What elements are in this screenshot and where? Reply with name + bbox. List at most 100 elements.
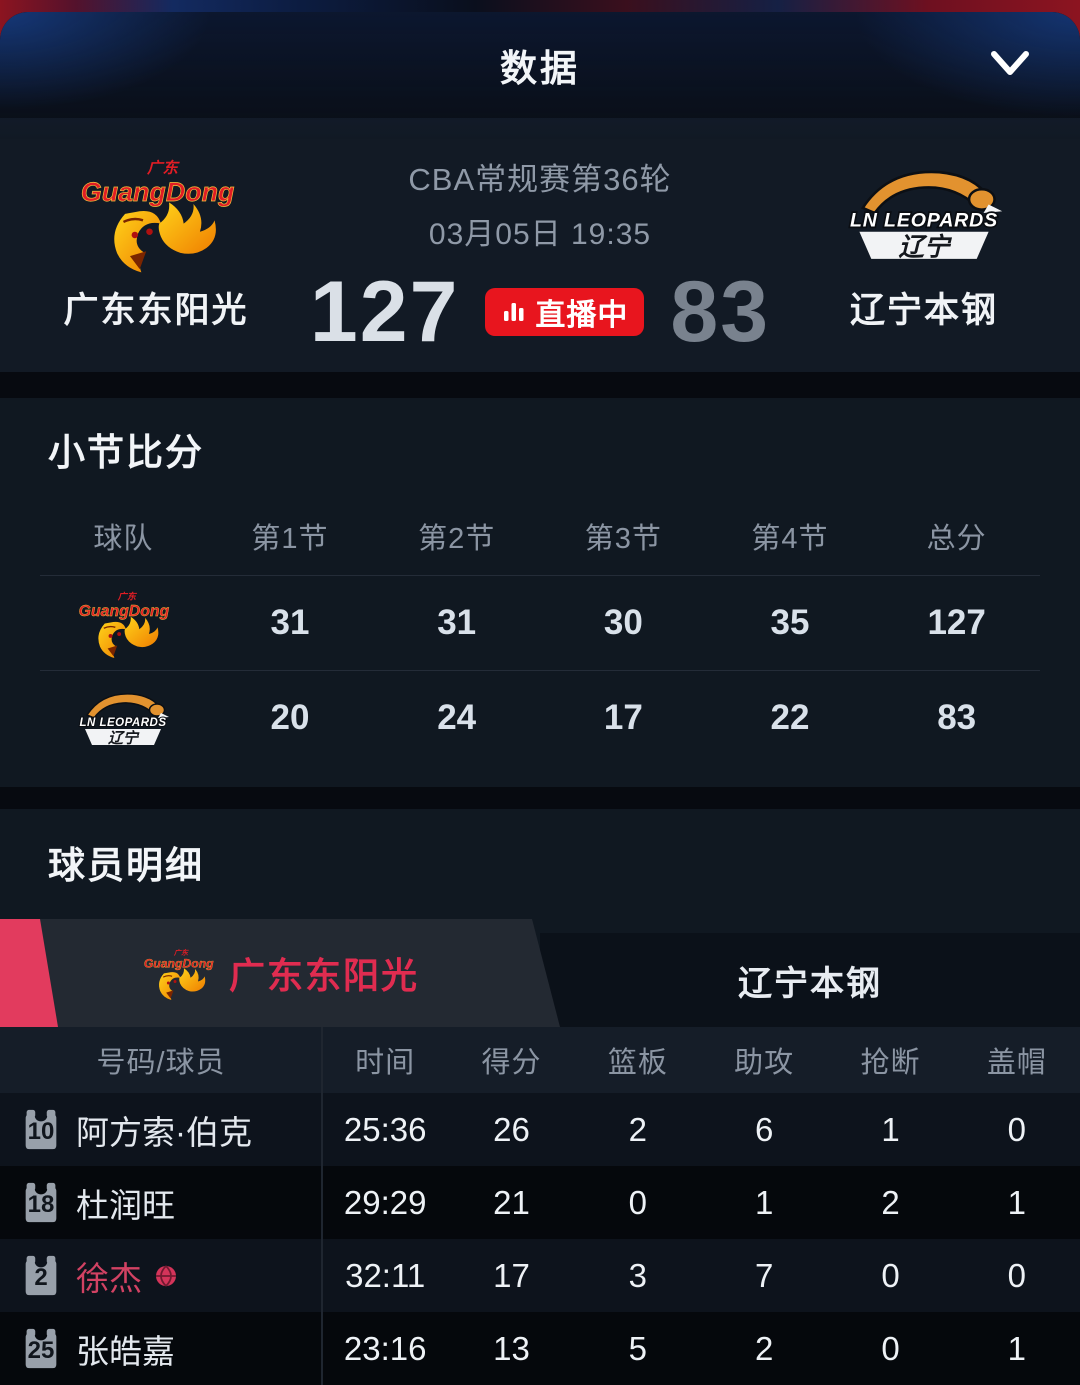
stat-time: 29:29 (343, 1183, 427, 1221)
col-team: 球队 (93, 523, 154, 556)
tab-away-label: 辽宁本钢 (738, 964, 882, 1003)
stat-assists: 1 (754, 1183, 774, 1221)
away-team-name: 辽宁本钢 (849, 291, 998, 331)
home-score: 127 (309, 264, 460, 361)
player-name: 徐杰 (76, 1259, 142, 1297)
total-score: 127 (927, 602, 986, 642)
quarter-scores-title: 小节比分 (48, 431, 204, 473)
total-score: 83 (937, 698, 977, 738)
tab-away-team[interactable]: 辽宁本钢 (540, 933, 1080, 1027)
col-total: 总分 (926, 523, 987, 556)
stat-assists: 6 (754, 1110, 774, 1148)
col-time: 时间 (355, 1047, 416, 1079)
jersey-number-badge: 18 (18, 1180, 64, 1226)
home-team-logo (71, 152, 241, 274)
stat-blocks: 0 (1007, 1256, 1026, 1294)
player-details-title: 球员明细 (48, 845, 204, 886)
q4-score: 22 (770, 698, 810, 738)
team-tabbar: 辽宁本钢 广东东阳光 (0, 919, 1080, 1027)
jersey-number-badge: 25 (18, 1326, 64, 1372)
player-cell: 18 杜润旺 (0, 1179, 322, 1227)
player-name: 杜润旺 (76, 1186, 175, 1224)
stat-points: 17 (493, 1256, 530, 1294)
stat-points: 26 (493, 1110, 530, 1148)
home-team-name: 广东东阳光 (63, 291, 249, 331)
player-row[interactable]: 2 徐杰 32:11 17 3 7 0 0 (0, 1239, 1080, 1312)
player-cell: 10 阿方索·伯克 (0, 1106, 322, 1154)
away-team-logo-small (73, 682, 173, 754)
player-name: 张皓嘉 (76, 1332, 175, 1370)
stat-steals: 0 (881, 1256, 900, 1294)
col-steals: 抢断 (860, 1047, 921, 1079)
col-number-player: 号码/球员 (96, 1047, 226, 1079)
section-divider (0, 371, 1080, 398)
q4-score: 35 (770, 602, 810, 642)
player-stats-table: 号码/球员 时间 得分 篮板 助攻 抢断 盖帽 10 阿方索·伯克 25:36 … (0, 1027, 1080, 1385)
q3-score: 30 (603, 602, 643, 642)
on-court-basketball-icon (154, 1264, 178, 1288)
away-score: 83 (670, 264, 771, 361)
col-points: 得分 (481, 1047, 542, 1079)
quarter-table-header: 球队 第1节 第2节 第3节 第4节 总分 (40, 498, 1040, 576)
player-name: 阿方索·伯克 (76, 1113, 252, 1151)
match-score-panel: 广东东阳光 CBA常规赛第36轮 03月05日 19:35 127 直播中 83… (0, 118, 1080, 372)
q1-score: 20 (270, 698, 310, 738)
player-cell: 2 徐杰 (0, 1252, 322, 1300)
q2-score: 24 (437, 698, 477, 738)
player-details-section: 球员明细 辽宁本钢 广东东阳光 号码/球员 时间 得分 篮板 助攻 抢断 盖帽 (0, 809, 1080, 1385)
team-cell (40, 587, 207, 659)
live-badge-label: 直播中 (535, 299, 629, 333)
jersey-number: 10 (27, 1117, 55, 1145)
col-q1: 第1节 (251, 523, 329, 556)
home-team-logo-tab (141, 945, 215, 1001)
match-info-block: CBA常规赛第36轮 03月05日 19:35 127 直播中 83 (286, 118, 794, 372)
quarter-scores-table: 球队 第1节 第2节 第3节 第4节 总分 31 31 30 35 127 (40, 498, 1040, 766)
jersey-number: 25 (27, 1336, 55, 1364)
quarter-scores-section: 小节比分 球队 第1节 第2节 第3节 第4节 总分 31 31 30 35 1… (0, 397, 1080, 788)
score-row: 127 直播中 83 (310, 269, 770, 355)
player-table-header: 号码/球员 时间 得分 篮板 助攻 抢断 盖帽 (0, 1027, 1080, 1093)
stat-assists: 7 (754, 1256, 774, 1294)
stat-rebounds: 3 (628, 1256, 647, 1294)
stat-rebounds: 5 (628, 1329, 647, 1367)
tab-home-team[interactable]: 广东东阳光 (0, 919, 560, 1027)
home-team-logo-small (73, 587, 173, 659)
live-badge[interactable]: 直播中 (485, 288, 645, 337)
player-row[interactable]: 25 张皓嘉 23:16 13 5 2 0 1 (0, 1312, 1080, 1385)
sheet-header-bar: 数据 (0, 12, 1080, 118)
stats-sheet[interactable]: 数据 广东东阳光 CBA常规赛第36轮 03月05日 19:35 127 直播中… (0, 12, 1080, 1385)
stat-rebounds: 0 (628, 1183, 647, 1221)
chevron-down-icon (988, 46, 1032, 80)
away-team-block: 辽宁本钢 (794, 118, 1054, 372)
home-team-block: 广东东阳光 (26, 118, 286, 372)
stat-blocks: 0 (1007, 1110, 1026, 1148)
player-row[interactable]: 10 阿方索·伯克 25:36 26 2 6 1 0 (0, 1093, 1080, 1166)
quarter-row-home: 31 31 30 35 127 (40, 576, 1040, 671)
col-q3: 第3节 (584, 523, 662, 556)
col-q2: 第2节 (418, 523, 496, 556)
col-q4: 第4节 (751, 523, 829, 556)
stat-steals: 2 (881, 1183, 900, 1221)
match-datetime: 03月05日 19:35 (428, 218, 652, 252)
q2-score: 31 (437, 602, 477, 642)
q1-score: 31 (270, 602, 310, 642)
col-rebounds: 篮板 (607, 1047, 668, 1079)
stat-assists: 2 (754, 1329, 774, 1367)
stat-steals: 0 (881, 1329, 900, 1367)
q3-score: 17 (603, 698, 643, 738)
stat-rebounds: 2 (628, 1110, 647, 1148)
col-assists: 助攻 (734, 1047, 795, 1079)
stat-blocks: 1 (1007, 1329, 1026, 1367)
jersey-number-badge: 10 (18, 1107, 64, 1153)
jersey-number: 18 (27, 1190, 55, 1218)
collapse-sheet-button[interactable] (988, 46, 1032, 80)
stat-points: 13 (493, 1329, 530, 1367)
stat-time: 25:36 (343, 1110, 427, 1148)
stat-steals: 1 (881, 1110, 900, 1148)
col-blocks: 盖帽 (986, 1047, 1047, 1079)
team-cell (40, 682, 207, 754)
quarter-row-away: 20 24 17 22 83 (40, 671, 1040, 766)
stat-time: 32:11 (345, 1256, 426, 1294)
away-team-logo (839, 152, 1009, 274)
player-row[interactable]: 18 杜润旺 29:29 21 0 1 2 1 (0, 1166, 1080, 1239)
